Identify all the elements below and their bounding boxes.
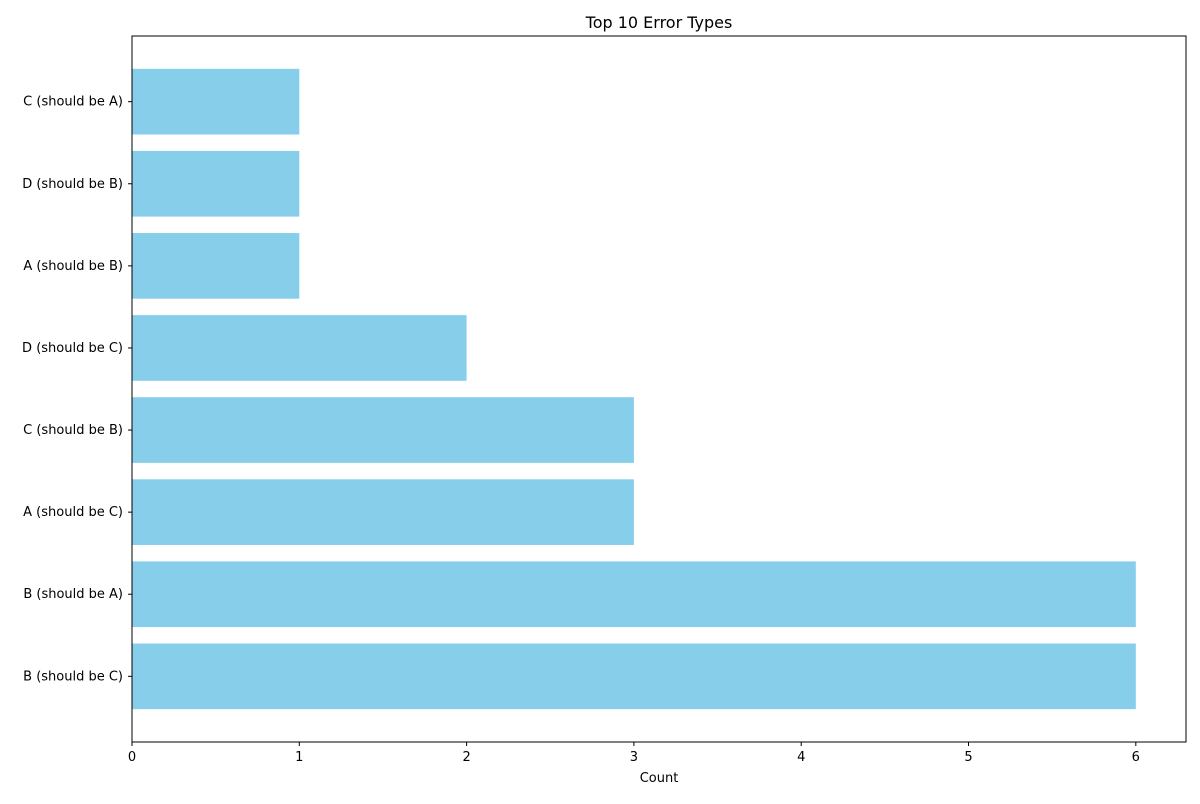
x-tick-label: 3: [630, 750, 638, 765]
x-tick-label: 5: [964, 750, 972, 765]
y-tick-label: D (should be C): [22, 341, 123, 356]
y-tick-label: C (should be B): [23, 423, 123, 438]
x-axis-ticks: 0 1 2 3 4 5 6: [128, 742, 1140, 765]
x-tick-label: 0: [128, 750, 136, 765]
y-tick-label: A (should be B): [23, 259, 123, 274]
bar: [132, 643, 1136, 710]
y-tick-label: C (should be A): [23, 95, 123, 110]
chart-title: Top 10 Error Types: [585, 13, 733, 32]
bar: [132, 68, 300, 135]
bar: [132, 150, 300, 217]
bar: [132, 397, 634, 463]
y-tick-label: D (should be B): [22, 177, 123, 192]
x-tick-label: 2: [462, 750, 470, 765]
x-axis-label: Count: [640, 771, 679, 786]
bars-layer: [132, 68, 1136, 710]
y-tick-label: A (should be C): [23, 505, 123, 520]
x-tick-label: 1: [295, 750, 303, 765]
y-tick-label: B (should be A): [23, 587, 123, 602]
bar: [132, 233, 300, 299]
x-tick-label: 4: [797, 750, 805, 765]
bar: [132, 315, 467, 381]
bar: [132, 561, 1136, 628]
bar: [132, 479, 634, 545]
y-axis-ticks: B (should be C) B (should be A) A (should …: [22, 95, 132, 684]
y-tick-label: B (should be C): [23, 669, 123, 684]
x-tick-label: 6: [1132, 750, 1140, 765]
plot-frame: [131, 35, 1187, 743]
